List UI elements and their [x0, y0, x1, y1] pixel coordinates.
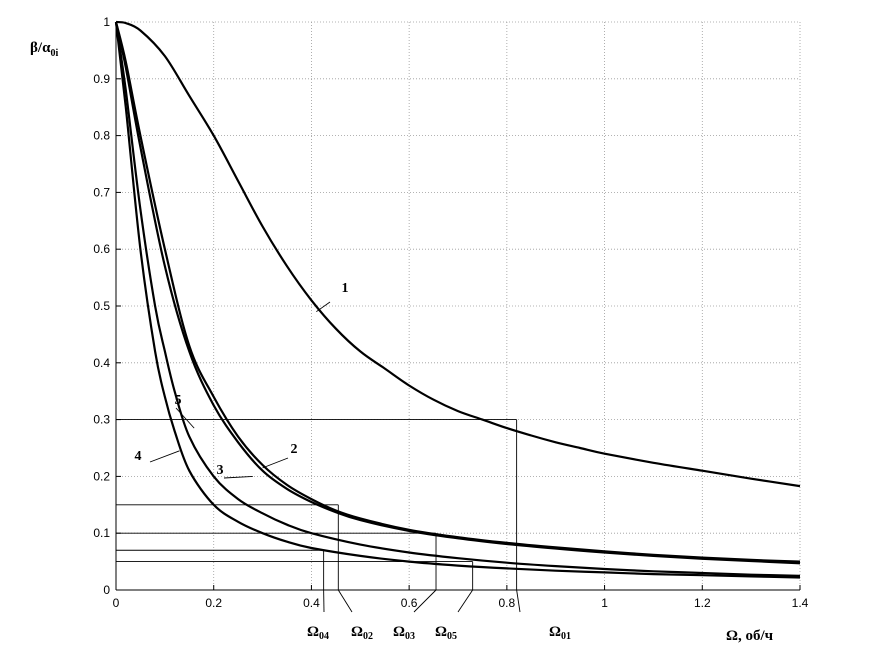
y-axis-label: β/α0i: [30, 40, 58, 59]
curve-label-2: 2: [291, 442, 298, 457]
x-tick-label: 1: [601, 596, 608, 610]
curve-label-4: 4: [135, 449, 142, 464]
curve-2: [114, 21, 801, 563]
curve-labels: 1 2 3 4 5: [135, 281, 349, 478]
curve-3: [114, 21, 801, 565]
x-tick-label: 1.2: [694, 596, 711, 610]
ref-leader-03: [413, 589, 437, 613]
curve-1: [115, 20, 801, 488]
y-tick-label: 0: [103, 583, 110, 597]
reference-lines: Ω01 Ω02 Ω03 Ω04 Ω05: [116, 419, 571, 642]
curve-leader-2: [262, 457, 289, 469]
x-tick-label: 0: [113, 596, 120, 610]
x-tick-label: 0.4: [303, 596, 320, 610]
omega-label-01: Ω01: [549, 624, 571, 642]
curve-leader-5: [175, 407, 195, 429]
ref-leader-01: [516, 589, 521, 613]
axes: [115, 22, 800, 591]
curve-label-5: 5: [175, 393, 182, 408]
y-tick-label: 0.2: [93, 469, 110, 483]
y-tick-label: 0.9: [93, 72, 110, 86]
y-tick-label: 0.4: [93, 356, 110, 370]
curve-4: [114, 21, 801, 579]
omega-label-02: Ω02: [351, 624, 373, 642]
y-tick-label: 1: [103, 15, 110, 29]
curve-leader-4: [149, 450, 180, 463]
curve-leaders: [149, 301, 331, 479]
curve-5: [114, 21, 801, 577]
ref-leader-02: [337, 589, 353, 613]
x-tick-label: 0.6: [401, 596, 418, 610]
omega-label-03: Ω03: [393, 624, 415, 642]
y-tick-label: 0.3: [93, 413, 110, 427]
y-tick-label: 0.5: [93, 299, 110, 313]
curve-leader-1: [316, 301, 331, 313]
x-tick-label: 1.4: [792, 596, 809, 610]
y-tick-label: 0.8: [93, 129, 110, 143]
y-tick-label: 0.7: [93, 185, 110, 199]
omega-label-04: Ω04: [307, 624, 329, 642]
omega-label-05: Ω05: [435, 624, 457, 642]
ref-leader-05: [457, 589, 474, 613]
curve-label-1: 1: [342, 281, 349, 296]
curve-label-3: 3: [217, 463, 224, 478]
x-tick-label: 0.2: [205, 596, 222, 610]
y-tick-label: 0.6: [93, 242, 110, 256]
tick-labels: 0 0.2 0.4 0.6 0.8 1 1.2 1.4 0 0.1 0.2 0.3 0.4 0.5 0.6 0…: [93, 15, 808, 610]
curve-leader-3: [223, 475, 253, 479]
curves: [114, 20, 801, 579]
y-tick-label: 0.1: [93, 526, 110, 540]
x-tick-label: 0.8: [499, 596, 516, 610]
x-axis-label: Ω, об/ч: [726, 628, 774, 644]
